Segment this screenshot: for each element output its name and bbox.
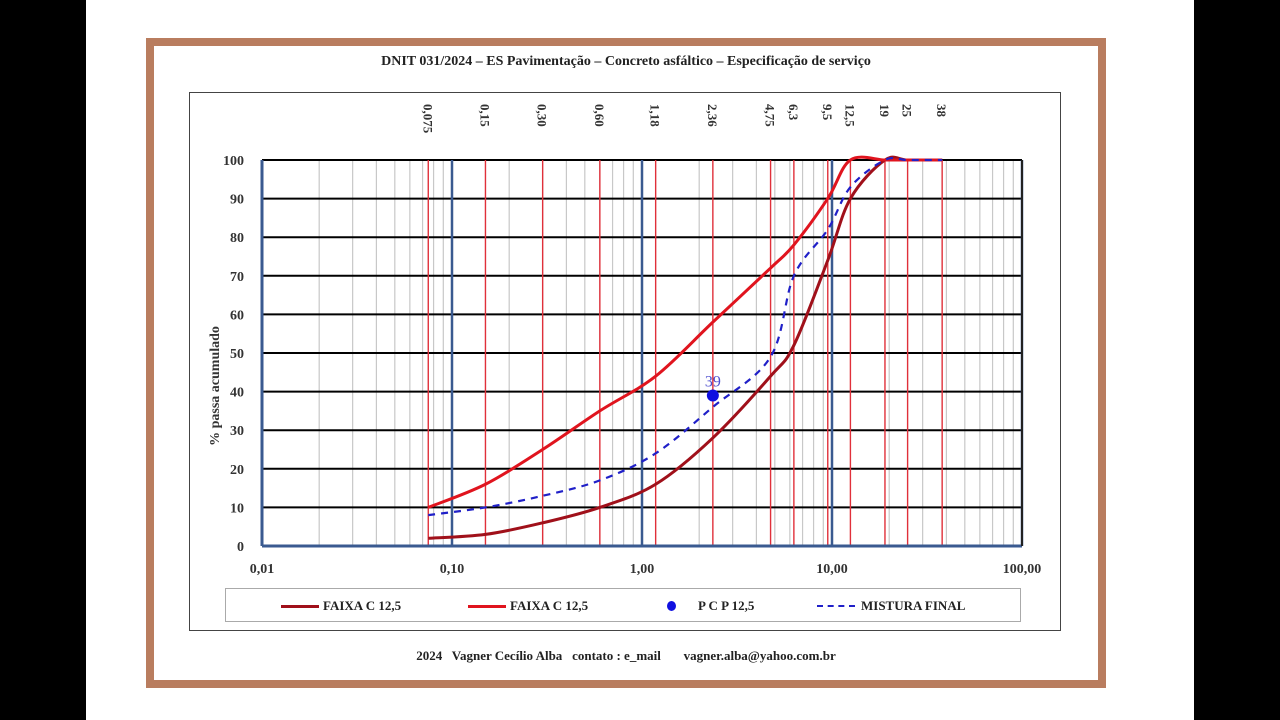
y-tick-label: 90	[230, 193, 244, 208]
legend-dashed-line-icon	[817, 605, 855, 607]
legend-item-upper-limit: FAIXA C 12,5	[468, 589, 588, 623]
sieve-label: 19	[877, 104, 892, 118]
sieve-label: 9,5	[820, 104, 835, 121]
sieve-label: 6,3	[786, 104, 801, 121]
y-tick-label: 70	[230, 270, 244, 285]
sieve-label: 2,36	[705, 104, 720, 127]
sieve-label: 0,15	[477, 104, 492, 127]
y-tick-label: 20	[230, 463, 244, 478]
sieve-label: 38	[934, 104, 949, 118]
y-tick-label: 50	[230, 347, 244, 362]
y-tick-label: 40	[230, 386, 244, 401]
sieve-label: 0,075	[420, 104, 435, 134]
footer-year: 2024	[416, 648, 443, 663]
legend-line-icon	[281, 604, 319, 608]
legend-label: FAIXA C 12,5	[323, 598, 402, 613]
legend-item-pcp: P C P 12,5	[667, 589, 754, 623]
chart-legend: FAIXA C 12,5 FAIXA C 12,5 P C P 12,5 MIS…	[225, 588, 1021, 622]
legend-label: MISTURA FINAL	[861, 598, 966, 613]
x-tick-label: 100,00	[1003, 562, 1042, 577]
pcp-data-point	[706, 389, 719, 402]
sieve-label: 12,5	[842, 104, 857, 127]
legend-item-lower-limit: FAIXA C 12,5	[281, 589, 401, 623]
y-tick-label: 60	[230, 308, 244, 323]
y-tick-label: 10	[230, 501, 244, 516]
sieve-label: 4,75	[763, 104, 778, 127]
data-point-label: 39	[705, 373, 721, 390]
chart-area: 0 10 20 30 40 50 60 70 80 90 100 0,075 0,15 0,30 0,60 1…	[189, 92, 1061, 631]
footer-email: vagner.alba@yahoo.com.br	[683, 648, 836, 663]
legend-dot-icon	[667, 601, 676, 611]
legend-item-mix: MISTURA FINAL	[817, 589, 965, 623]
y-tick-label: 30	[230, 424, 244, 439]
footer-contact-label: contato : e_mail	[572, 648, 661, 663]
legend-label: P C P 12,5	[698, 598, 755, 613]
series-line	[427, 155, 943, 509]
grading-curve-chart: 0 10 20 30 40 50 60 70 80 90 100 0,075 0,15 0,30 0,60 1…	[208, 104, 1042, 577]
sieve-label: 25	[900, 104, 915, 118]
y-tick-label: 80	[230, 231, 244, 246]
footer: 2024 Vagner Cecílio Alba contato : e_mai…	[146, 648, 1106, 664]
footer-author: Vagner Cecílio Alba	[451, 648, 563, 663]
legend-label: FAIXA C 12,5	[510, 598, 589, 613]
y-tick-label: 0	[237, 540, 244, 555]
x-tick-label: 1,00	[630, 562, 655, 577]
chart-title: DNIT 031/2024 – ES Pavimentação – Concre…	[381, 54, 871, 69]
y-axis-label: % passa acumulado	[208, 326, 223, 446]
sieve-label: 0,30	[535, 104, 550, 127]
x-tick-label: 10,00	[816, 562, 848, 577]
y-tick-label: 100	[223, 154, 244, 169]
sieve-label: 0,60	[592, 104, 607, 127]
sieve-label: 1,18	[648, 104, 663, 127]
legend-line-icon	[468, 604, 506, 608]
x-tick-label: 0,01	[250, 562, 275, 577]
x-tick-label: 0,10	[440, 562, 465, 577]
